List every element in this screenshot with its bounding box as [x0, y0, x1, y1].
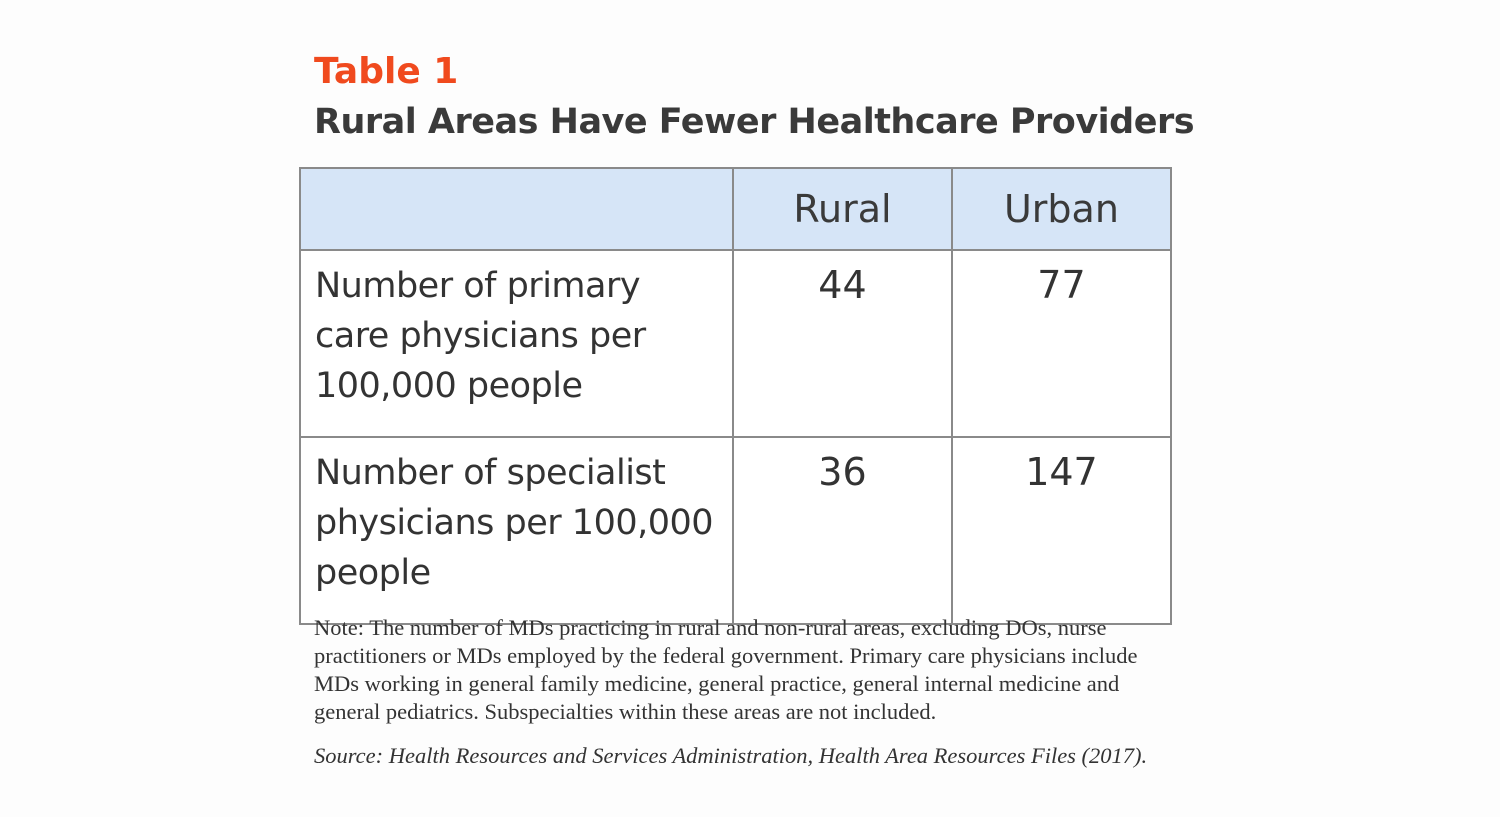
- table-header-row: Rural Urban: [299, 167, 1173, 251]
- table-source: Source: Health Resources and Services Ad…: [314, 743, 1148, 768]
- urban-value: 77: [950, 249, 1173, 438]
- rural-value: 44: [731, 249, 953, 438]
- rural-value: 36: [731, 436, 953, 625]
- header-cell-rural: Rural: [731, 167, 953, 251]
- table-row: Number of primary care physicians per 10…: [299, 249, 1173, 438]
- table-label: Table 1: [314, 51, 459, 92]
- header-cell-urban: Urban: [950, 167, 1173, 251]
- table-row: Number of specialist physicians per 100,…: [299, 436, 1173, 625]
- table-title: Rural Areas Have Fewer Healthcare Provid…: [314, 102, 1195, 142]
- urban-value: 147: [950, 436, 1173, 625]
- row-label: Number of specialist physicians per 100,…: [299, 436, 734, 625]
- header-cell-empty: [299, 167, 734, 251]
- row-label: Number of primary care physicians per 10…: [299, 249, 734, 438]
- data-table: Rural Urban Number of primary care physi…: [299, 167, 1173, 625]
- table-note: Note: The number of MDs practicing in ru…: [314, 615, 1138, 724]
